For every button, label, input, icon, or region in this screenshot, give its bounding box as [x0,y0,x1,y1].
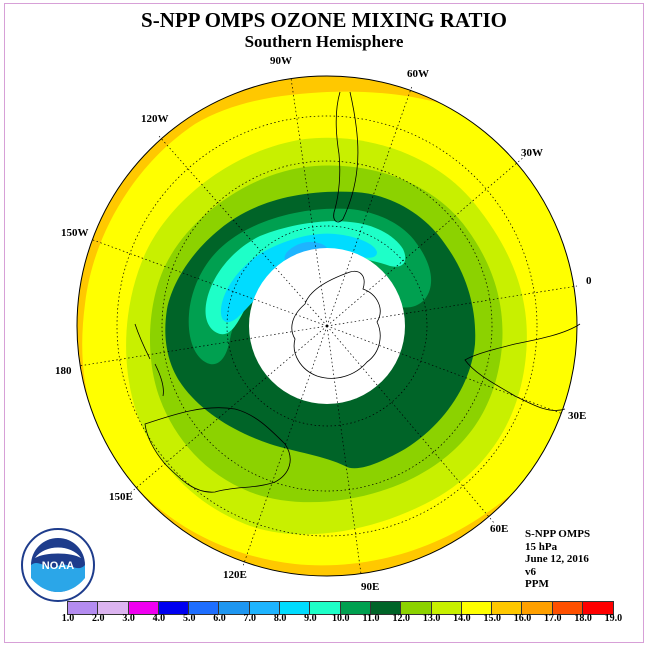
page-title: S-NPP OMPS OZONE MIXING RATIO [141,8,507,32]
info-line: S-NPP OMPS [525,528,591,540]
legend-swatch [492,602,523,614]
legend-label: 15.0 [483,613,501,624]
legend-swatch [128,602,159,614]
legend-swatch [68,602,99,614]
legend-swatch [219,602,250,614]
color-legend [67,601,615,615]
legend-label: 18.0 [574,613,592,624]
legend-swatch [461,602,493,614]
legend-label: 2.0 [92,613,105,624]
legend-swatch [189,602,220,614]
legend-label: 1.0 [61,613,75,624]
lon-label: 0 [586,275,592,287]
legend-label: 7.0 [243,613,257,624]
legend-label: 12.0 [392,613,411,624]
ozone-field [77,76,577,576]
africa-coast [464,323,581,411]
lon-label: 120W [141,113,169,125]
map-figure: S-NPP OMPS OZONE MIXING RATIO Southern H… [4,3,644,643]
info-line: v6 [525,565,536,578]
legend-label: 19.0 [604,613,623,624]
page-subtitle: Southern Hemisphere [244,32,404,51]
legend-swatch [340,602,371,614]
legend-label: 13.0 [422,613,441,624]
legend-swatch [522,602,553,614]
lon-label: 60E [490,523,508,535]
map-border [76,75,578,577]
legend-swatch [552,602,584,614]
legend-label: 14.0 [453,613,471,624]
legend-label: 17.0 [544,613,562,624]
legend-swatch [431,602,462,614]
legend-label: 10.0 [331,613,350,624]
antarctica-coast [291,270,381,379]
longitude-labels: 90W 60W 30W 0 30E 60E 90E 120E 150E 180 … [55,55,592,593]
legend-swatch [158,602,190,614]
legend-label: 11.0 [362,613,380,624]
legend-label: 5.0 [182,613,196,624]
polar-map: 90W 60W 30W 0 30E 60E 90E 120E 150E 180 … [55,55,592,593]
legend-swatch [98,602,129,614]
legend-swatch [401,602,432,614]
legend-label: 3.0 [122,613,135,624]
legend-swatch [249,602,281,614]
legend-swatch [310,602,341,614]
lon-label: 90W [270,55,292,67]
info-line: June 12, 2016 [525,553,589,565]
lon-label: 30W [521,147,543,159]
legend-label: 16.0 [513,613,532,624]
legend-label: 4.0 [152,613,166,624]
legend-label: 9.0 [304,613,317,624]
logo-text: NOAA [42,560,74,572]
info-line: PPM [525,578,549,590]
legend-swatch [280,602,311,614]
south-america-coast [333,91,359,223]
new-zealand-coast [134,323,164,397]
legend-swatch [583,602,614,614]
noaa-logo: NOAA [21,528,95,602]
info-line: 15 hPa [525,540,558,553]
legend-label: 6.0 [213,613,226,624]
lon-label: 60W [407,68,429,80]
legend-label: 8.0 [273,613,287,624]
lon-label: 90E [361,581,379,593]
info-block: S-NPP OMPS 15 hPa June 12, 2016 v6 PPM [525,528,590,591]
lon-label: 180 [55,365,72,377]
lon-label: 150E [109,491,133,503]
australia-coast [144,407,291,493]
coastlines [134,91,581,493]
lon-label: 150W [61,227,89,239]
legend-labels: 1.0 2.0 3.0 4.0 5.0 6.0 7.0 8.0 9.0 10.0 11.0 12.0 1… [53,613,622,627]
graticule [78,77,578,575]
legend-swatch [370,602,402,614]
lon-label: 120E [223,569,247,581]
lon-label: 30E [568,410,586,422]
